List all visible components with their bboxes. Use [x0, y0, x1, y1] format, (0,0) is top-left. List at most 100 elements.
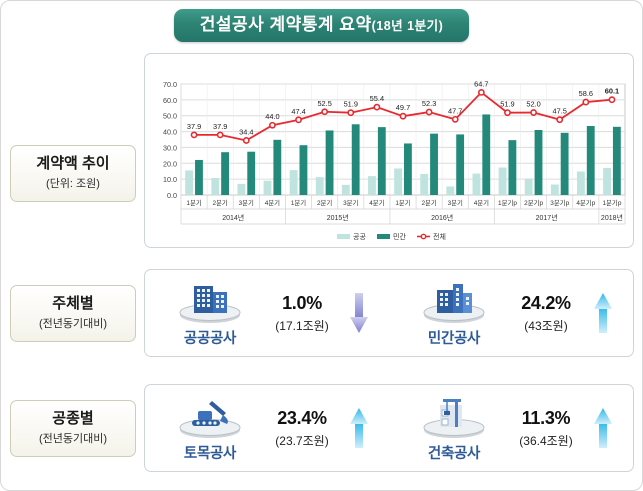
svg-text:52.0: 52.0: [526, 100, 540, 109]
svg-text:전체: 전체: [433, 232, 446, 241]
public-works-label: 공공공사: [183, 331, 237, 347]
section-tag-worktype-title: 공종별: [52, 409, 94, 427]
svg-text:3분기: 3분기: [343, 198, 358, 207]
apartment-buildings-icon: [423, 284, 485, 323]
svg-text:2018년: 2018년: [601, 213, 623, 222]
svg-text:34.4: 34.4: [239, 127, 253, 136]
svg-text:52.3: 52.3: [422, 99, 436, 108]
svg-text:4분기p: 4분기p: [576, 198, 595, 207]
svg-text:2분기: 2분기: [317, 198, 332, 207]
contract-trend-chart: 0.0 10.0 20.0 30.0 40.0 50.0 60.0 70.0 37.9 37.9 3…: [163, 79, 626, 241]
svg-text:49.7: 49.7: [396, 103, 410, 112]
svg-text:1분기p: 1분기p: [603, 198, 622, 207]
civil-works-numbers: 23.4% (23.7조원): [264, 408, 340, 449]
stat-cell-building-works: 건축공사 11.3% (36.4조원): [389, 385, 633, 471]
civil-works-arrow-wrap: [348, 406, 370, 450]
svg-text:2016년: 2016년: [431, 213, 453, 222]
svg-text:4분기: 4분기: [474, 198, 489, 207]
svg-text:47.5: 47.5: [553, 107, 567, 116]
public-works-numbers: 1.0% (17.1조원): [264, 293, 340, 334]
building-works-amount: (36.4조원): [519, 433, 573, 448]
private-works-arrow-wrap: [592, 291, 614, 335]
stat-cell-public-works: 공공공사 1.0% (17.1조원): [145, 270, 389, 356]
svg-text:1분기p: 1분기p: [498, 198, 517, 207]
excavator-icon: [179, 401, 241, 438]
svg-text:30.0: 30.0: [163, 143, 177, 152]
private-works-numbers: 24.2% (43조원): [508, 293, 584, 334]
page-title-main: 건설공사 계약통계 요약: [199, 15, 372, 34]
contract-trend-chart-panel: 0.0 10.0 20.0 30.0 40.0 50.0 60.0 70.0 37.9 37.9 3…: [144, 53, 634, 248]
svg-text:44.0: 44.0: [265, 112, 279, 121]
svg-text:64.7: 64.7: [474, 79, 488, 88]
svg-text:2014년: 2014년: [222, 213, 244, 222]
svg-text:37.9: 37.9: [213, 122, 227, 131]
office-buildings-icon: [179, 286, 241, 323]
stat-cell-private-works: 민간공사 24.2% (43조원): [389, 270, 633, 356]
civil-works-icon-block: 토목공사: [164, 393, 256, 463]
svg-text:2017년: 2017년: [536, 213, 558, 222]
section-tag-trend-title: 계약액 추이: [36, 155, 110, 172]
section-tag-entity-title: 주체별: [52, 294, 94, 312]
svg-text:70.0: 70.0: [163, 80, 177, 89]
civil-works-label: 토목공사: [183, 446, 237, 462]
arrow-up-icon: [350, 408, 368, 448]
public-works-icon-block: 공공공사: [164, 278, 256, 348]
crane-icon: [423, 399, 485, 438]
section-tag-entity: 주체별 (전년동기대비): [10, 284, 136, 342]
public-works-arrow-wrap: [348, 291, 370, 335]
svg-text:민간: 민간: [393, 232, 406, 241]
svg-text:2분기p: 2분기p: [524, 198, 543, 207]
svg-text:0.0: 0.0: [167, 191, 177, 200]
civil-works-percent: 23.4%: [277, 407, 327, 428]
building-works-numbers: 11.3% (36.4조원): [508, 408, 584, 449]
svg-text:1분기: 1분기: [395, 198, 410, 207]
section-tag-worktype-unit: (전년동기대비): [38, 432, 108, 445]
page-title: 건설공사 계약통계 요약(18년 1분기): [173, 9, 470, 42]
svg-text:60.1: 60.1: [605, 87, 619, 96]
svg-text:47.4: 47.4: [291, 107, 305, 116]
private-works-label: 민간공사: [427, 331, 481, 347]
building-works-percent: 11.3%: [521, 407, 571, 428]
svg-text:2분기: 2분기: [421, 198, 436, 207]
svg-text:37.9: 37.9: [187, 122, 201, 131]
public-works-amount: (17.1조원): [275, 318, 329, 333]
public-works-percent: 1.0%: [282, 292, 322, 313]
svg-text:4분기: 4분기: [369, 198, 384, 207]
svg-text:20.0: 20.0: [163, 159, 177, 168]
svg-text:51.9: 51.9: [344, 100, 358, 109]
section-tag-trend: 계약액 추이 (단위: 조원): [10, 145, 136, 202]
arrow-down-icon: [350, 293, 368, 333]
svg-text:3분기: 3분기: [239, 198, 254, 207]
svg-text:10.0: 10.0: [163, 175, 177, 184]
arrow-up-icon: [594, 293, 612, 333]
stat-cell-civil-works: 토목공사 23.4% (23.7조원): [145, 385, 389, 471]
by-worktype-panel: 토목공사 23.4% (23.7조원): [144, 384, 634, 472]
building-works-icon-block: 건축공사: [408, 393, 500, 463]
svg-text:40.0: 40.0: [163, 128, 177, 137]
arrow-up-icon: [594, 408, 612, 448]
svg-text:1분기: 1분기: [291, 198, 306, 207]
svg-text:4분기: 4분기: [265, 198, 280, 207]
section-row-entity: 주체별 (전년동기대비): [1, 269, 634, 357]
svg-text:47.7: 47.7: [448, 106, 462, 115]
civil-works-amount: (23.7조원): [275, 433, 329, 448]
svg-text:51.9: 51.9: [500, 100, 514, 109]
svg-text:1분기: 1분기: [186, 198, 201, 207]
svg-text:2015년: 2015년: [327, 213, 349, 222]
section-tag-entity-unit: (전년동기대비): [38, 317, 108, 330]
title-banner-wrap: 건설공사 계약통계 요약(18년 1분기): [1, 9, 642, 42]
private-works-percent: 24.2%: [521, 292, 571, 313]
svg-text:60.0: 60.0: [163, 96, 177, 105]
building-works-arrow-wrap: [592, 406, 614, 450]
svg-text:58.6: 58.6: [579, 89, 593, 98]
page-title-period: (18년 1분기): [371, 19, 444, 33]
svg-text:2분기: 2분기: [213, 198, 228, 207]
section-row-worktype: 공종별 (전년동기대비) 토목공: [1, 384, 634, 472]
private-works-icon-block: 민간공사: [408, 278, 500, 348]
by-entity-panel: 공공공사 1.0% (17.1조원): [144, 269, 634, 357]
svg-text:50.0: 50.0: [163, 112, 177, 121]
section-tag-trend-unit: (단위: 조원): [46, 178, 100, 190]
svg-text:3분기p: 3분기p: [550, 198, 569, 207]
svg-text:공공: 공공: [353, 233, 366, 241]
